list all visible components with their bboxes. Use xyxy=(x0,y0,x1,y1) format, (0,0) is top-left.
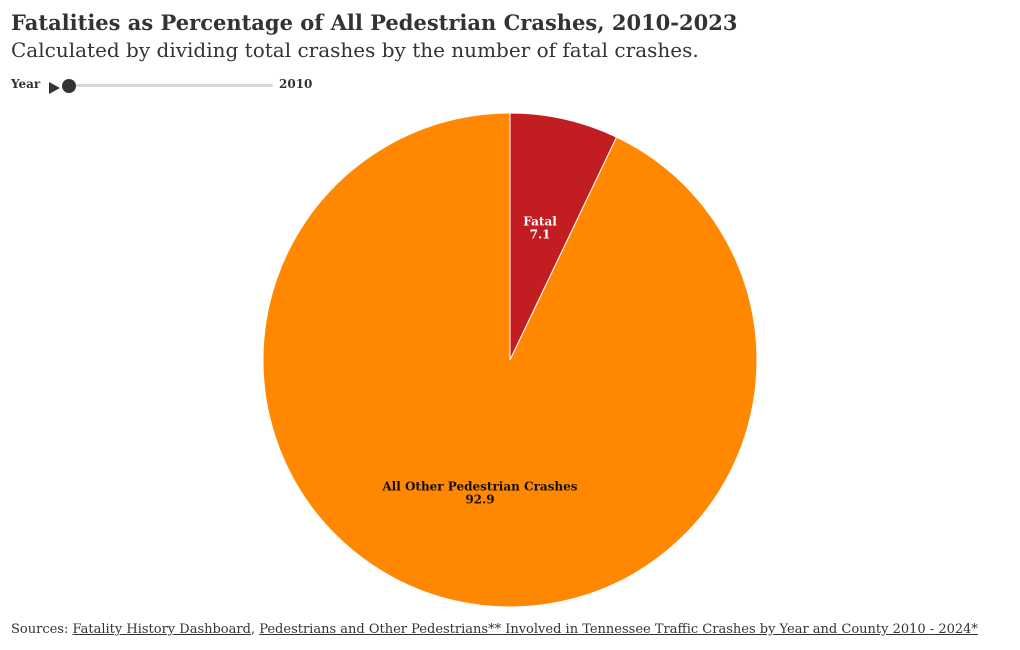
year-label: Year xyxy=(11,77,41,91)
source-link-pedestrian-crashes[interactable]: Pedestrians and Other Pedestrians** Invo… xyxy=(259,622,978,637)
chart-subtitle: Calculated by dividing total crashes by … xyxy=(11,38,699,62)
slice-value-all-other-pedestrian-crashes: 92.9 xyxy=(465,492,494,506)
play-button[interactable] xyxy=(48,79,60,94)
chart-title: Fatalities as Percentage of All Pedestri… xyxy=(11,10,738,35)
pie-slice-all-other-pedestrian-crashes[interactable] xyxy=(262,112,758,608)
pie-slice-fatal[interactable] xyxy=(509,112,618,361)
year-slider-handle[interactable] xyxy=(62,78,76,93)
source-separator: , xyxy=(250,622,260,637)
source-link-fatality-dashboard[interactable]: Fatality History Dashboard xyxy=(72,622,251,637)
year-control: Year 2010 xyxy=(11,76,331,94)
sources-label: Sources: xyxy=(11,622,73,637)
year-slider[interactable] xyxy=(62,78,273,93)
slice-label-all-other-pedestrian-crashes: All Other Pedestrian Crashes xyxy=(381,479,577,493)
sources: Sources: Fatality History Dashboard, Ped… xyxy=(11,622,978,637)
year-value: 2010 xyxy=(279,77,313,91)
slice-value-fatal: 7.1 xyxy=(530,228,551,242)
slice-label-fatal: Fatal xyxy=(523,215,557,229)
play-icon xyxy=(49,82,60,94)
